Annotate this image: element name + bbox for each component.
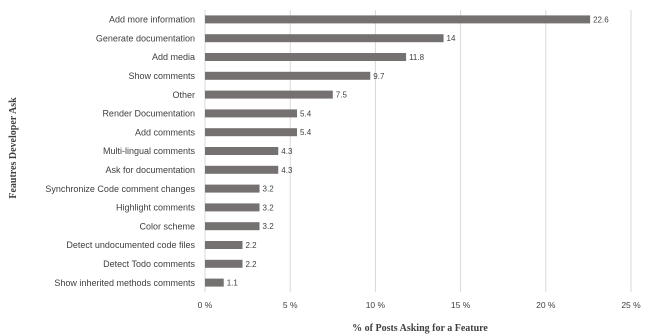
- x-tick-label: 20 %: [536, 300, 556, 310]
- x-tick-label: 25 %: [621, 300, 641, 310]
- data-label: 5.4: [300, 128, 312, 137]
- bar: [205, 128, 298, 137]
- bar: [205, 109, 298, 118]
- category-label: Ask for documentation: [105, 165, 195, 175]
- data-label: 3.2: [263, 203, 275, 212]
- category-labels: Add more information Generate documentati…: [45, 15, 195, 288]
- category-label: Detect undocumented code files: [66, 240, 195, 250]
- bar: [205, 147, 279, 155]
- bar: [205, 222, 260, 231]
- category-label: Add comments: [135, 127, 196, 137]
- bar: [205, 165, 279, 174]
- bar: [205, 203, 260, 212]
- category-label: Other: [172, 90, 195, 100]
- x-tick-label: 15 %: [451, 300, 471, 310]
- data-label: 3.2: [263, 222, 275, 231]
- data-labels: 22.6 14 11.8 9.7 7.5 5.4 5.4 4.3 4.3 3.2 3.2 3.2 2.2…: [227, 15, 609, 287]
- x-tick-labels: 0 % 5 % 10 % 15 % 20 % 25 %: [198, 300, 641, 310]
- bar: [205, 71, 371, 80]
- data-label: 4.3: [281, 147, 293, 156]
- data-label: 5.4: [300, 109, 312, 118]
- data-label: 4.3: [281, 166, 293, 175]
- bar: [205, 184, 260, 193]
- category-label: Detect Todo comments: [103, 259, 195, 269]
- bar: [205, 34, 444, 43]
- category-label: Add more information: [109, 15, 195, 25]
- bar: [205, 15, 591, 24]
- bar: [205, 53, 407, 61]
- data-label: 9.7: [373, 72, 385, 81]
- category-label: Show comments: [128, 71, 195, 81]
- bars: [205, 15, 591, 287]
- data-label: 2.2: [245, 260, 257, 269]
- category-label: Multi-lingual comments: [103, 146, 196, 156]
- category-label: Generate documentation: [96, 33, 195, 43]
- y-axis-title: Feautres Developer Ask: [8, 97, 19, 199]
- data-label: 11.8: [409, 53, 425, 62]
- x-axis-title: % of Posts Asking for a Feature: [352, 323, 488, 334]
- data-label: 3.2: [263, 185, 275, 194]
- category-label: Color scheme: [139, 221, 195, 231]
- category-label: Synchronize Code comment changes: [45, 184, 195, 194]
- data-label: 22.6: [593, 15, 609, 24]
- bar: [205, 259, 243, 268]
- category-label: Show inherited methods comments: [54, 278, 195, 288]
- data-label: 1.1: [227, 279, 239, 288]
- category-label: Render Documentation: [102, 109, 195, 119]
- x-tick-label: 0 %: [198, 300, 213, 310]
- data-label: 7.5: [336, 91, 348, 100]
- x-tick-label: 10 %: [366, 300, 386, 310]
- bar: [205, 278, 224, 287]
- x-tick-label: 5 %: [283, 300, 298, 310]
- bar: [205, 90, 333, 99]
- data-label: 14: [447, 34, 456, 43]
- bar: [205, 241, 243, 249]
- category-label: Highlight comments: [116, 203, 196, 213]
- category-label: Add media: [152, 52, 195, 62]
- data-label: 2.2: [245, 241, 257, 250]
